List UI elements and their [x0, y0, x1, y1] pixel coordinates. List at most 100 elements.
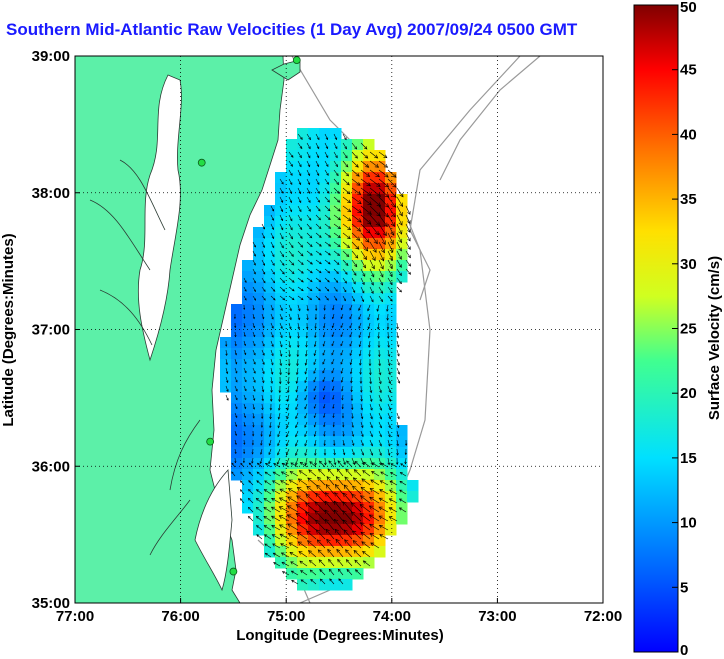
velocity-vector-head — [337, 244, 341, 247]
velocity-cell — [286, 381, 298, 393]
velocity-vector — [336, 468, 344, 477]
velocity-vector-head — [361, 282, 365, 286]
velocity-vector — [324, 160, 329, 167]
velocity-cell — [242, 348, 254, 360]
velocity-vector — [261, 403, 263, 410]
velocity-vector-head — [336, 548, 341, 553]
velocity-vector-head — [271, 353, 274, 357]
velocity-cell — [264, 491, 276, 503]
velocity-cell — [374, 227, 386, 239]
velocity-vector — [281, 552, 290, 558]
velocity-vector — [313, 367, 317, 374]
velocity-vector-head — [262, 362, 265, 365]
velocity-vector — [342, 457, 346, 465]
velocity-vector-head — [334, 492, 339, 497]
velocity-vector — [261, 304, 264, 310]
velocity-vector-head — [309, 461, 313, 465]
velocity-vector-head — [358, 317, 361, 320]
velocity-cell — [253, 513, 265, 525]
velocity-vector-head — [287, 381, 290, 385]
velocity-cell — [319, 139, 331, 151]
velocity-vector — [297, 133, 303, 140]
velocity-vector — [396, 430, 399, 437]
velocity-vector-head — [346, 460, 350, 464]
velocity-vector-head — [313, 397, 316, 400]
velocity-cell — [352, 326, 364, 338]
velocity-vector — [322, 367, 326, 374]
velocity-vector-head — [334, 146, 338, 150]
velocity-vector — [252, 250, 256, 257]
velocity-vector — [351, 142, 357, 150]
velocity-vector — [360, 421, 364, 428]
velocity-vector-head — [323, 462, 327, 466]
velocity-vector — [297, 196, 302, 203]
velocity-vector-head — [407, 254, 411, 259]
pamlico-sound — [194, 469, 233, 592]
velocity-vector — [336, 549, 344, 558]
velocity-vector — [342, 187, 351, 195]
velocity-vector — [257, 462, 263, 468]
velocity-vector-head — [297, 541, 302, 546]
velocity-vector-head — [346, 190, 351, 195]
velocity-vector-head — [304, 443, 307, 447]
velocity-vector-head — [253, 389, 256, 392]
velocity-vector-head — [342, 519, 348, 524]
velocity-vector — [261, 385, 264, 392]
velocity-cell — [396, 260, 408, 272]
velocity-vector — [387, 277, 393, 285]
velocity-vector — [269, 421, 272, 428]
velocity-cell — [231, 425, 243, 437]
velocity-vector-head — [337, 558, 341, 563]
velocity-vector-head — [270, 371, 274, 375]
velocity-vector — [288, 178, 293, 185]
velocity-vector-head — [336, 468, 341, 473]
velocity-cell — [385, 447, 397, 459]
velocity-vector-head — [343, 529, 348, 534]
velocity-vector-head — [340, 307, 343, 311]
velocity-vector-head — [344, 289, 347, 293]
velocity-vector-head — [296, 486, 302, 492]
velocity-cell — [341, 381, 353, 393]
velocity-vector-head — [253, 343, 256, 347]
velocity-vector-head — [354, 254, 359, 259]
velocity-vector-head — [387, 462, 391, 466]
velocity-vector-head — [256, 471, 260, 475]
velocity-cell — [286, 227, 298, 239]
velocity-vector — [252, 277, 256, 283]
velocity-cell — [308, 216, 320, 228]
velocity-cell — [242, 436, 254, 448]
velocity-cell — [330, 469, 342, 481]
velocity-vector-head — [314, 326, 317, 330]
velocity-cell — [352, 315, 364, 327]
velocity-cell — [341, 502, 353, 514]
velocity-vector — [304, 430, 308, 437]
velocity-vector — [388, 507, 398, 513]
velocity-vector — [387, 403, 391, 411]
velocity-vector — [288, 304, 292, 311]
velocity-vector-head — [378, 515, 383, 520]
velocity-vector-head — [264, 480, 268, 484]
colorbar-tick-label: 20 — [680, 385, 697, 402]
velocity-vector — [378, 241, 385, 253]
velocity-vector — [315, 133, 320, 140]
velocity-vector — [252, 286, 256, 292]
velocity-cell — [275, 491, 287, 503]
velocity-vector — [252, 340, 256, 346]
velocity-cell — [231, 436, 243, 448]
velocity-vector-head — [368, 344, 371, 348]
velocity-vector-head — [387, 354, 391, 357]
velocity-vector-head — [300, 270, 304, 274]
velocity-vector — [261, 250, 265, 257]
velocity-vector — [351, 412, 354, 419]
velocity-cell — [220, 348, 232, 360]
velocity-vector — [297, 232, 303, 239]
velocity-vector — [369, 488, 380, 495]
velocity-vector-head — [378, 506, 383, 511]
velocity-vector-head — [359, 381, 363, 384]
velocity-vector-head — [270, 515, 275, 520]
velocity-cell — [275, 414, 287, 426]
velocity-vector — [333, 250, 340, 256]
velocity-vector-head — [278, 390, 282, 394]
velocity-vector — [314, 448, 317, 456]
